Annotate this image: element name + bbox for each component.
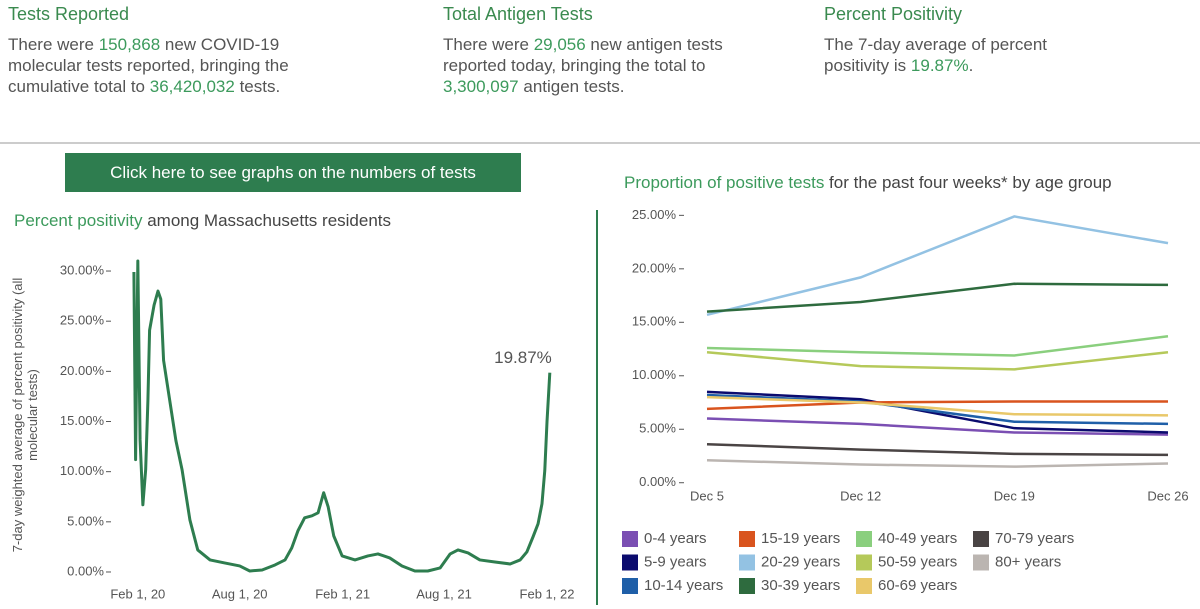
- y-tick-label: 10.00%: [60, 463, 105, 478]
- stat-number: 29,056: [533, 35, 586, 54]
- legend-swatch: [973, 531, 989, 547]
- x-tick-label: Dec 12: [840, 488, 881, 503]
- x-tick-label: Feb 1, 20: [110, 586, 165, 601]
- title-part: Percent positivity: [14, 211, 143, 230]
- title-part: for the past four weeks* by age group: [824, 173, 1111, 192]
- legend-label: 10-14 years: [644, 577, 723, 594]
- series-line: [706, 459, 1169, 468]
- stat-number: 19.87%: [910, 56, 969, 75]
- legend-swatch: [856, 554, 872, 571]
- legend-swatch: [856, 578, 872, 594]
- y-tick-label: 30.00%: [60, 262, 105, 277]
- series-line: [706, 390, 1169, 434]
- stat-number: 36,420,032: [149, 77, 235, 96]
- x-tick-label: Feb 1, 21: [315, 586, 370, 601]
- legend-label: 60-69 years: [878, 577, 957, 594]
- stat-title: Tests Reported: [8, 4, 130, 24]
- series-line: [706, 282, 1169, 313]
- series-line: [706, 393, 1169, 426]
- stat-body: The 7-day average of percent positivity …: [824, 34, 1104, 76]
- legend-label: 70-79 years: [995, 530, 1074, 547]
- stat-text: The 7-day average of percent positivity …: [824, 35, 1048, 75]
- title-part: Proportion of positive tests: [624, 173, 824, 192]
- legend-label: 0-4 years: [644, 530, 707, 547]
- y-tick-label: 15.00%: [60, 413, 105, 428]
- stat-body: There were 29,056 new antigen tests repo…: [443, 34, 743, 97]
- stat-text: .: [968, 56, 974, 75]
- stat: Percent Positivity The 7-day average of p…: [824, 4, 1104, 76]
- annotation: 19.87%: [494, 348, 552, 367]
- legend-swatch: [739, 531, 755, 547]
- legend-label: 15-19 years: [761, 530, 840, 547]
- stat-number: 3,300,097: [443, 77, 519, 96]
- y-tick-label: 5.00%: [67, 513, 104, 528]
- stat-body: There were 150,868 new COVID-19 molecula…: [8, 34, 328, 97]
- y-tick-label: 10.00%: [632, 367, 677, 382]
- legend-label: 80+ years: [995, 553, 1061, 570]
- legend-label: 20-29 years: [761, 553, 840, 570]
- legend-swatch: [739, 578, 755, 594]
- legend-swatch: [622, 578, 638, 594]
- chart-title: Percent positivity among Massachusetts r…: [14, 211, 391, 230]
- stat-text: new COVID-19 molecular tests reported, b…: [8, 35, 289, 96]
- stat: Tests Reported There were 150,868 new COV…: [8, 4, 328, 97]
- series-line: [706, 417, 1169, 436]
- series-line: [706, 334, 1169, 357]
- chart-title: Proportion of positive tests for the pas…: [624, 173, 1112, 192]
- y-tick-label: 20.00%: [632, 260, 677, 275]
- stat-title: Total Antigen Tests: [443, 4, 593, 24]
- legend-label: 5-9 years: [644, 553, 707, 570]
- graphs-button[interactable]: Click here to see graphs on the numbers …: [65, 153, 521, 192]
- stat-number: 150,868: [98, 35, 161, 54]
- x-tick-label: Dec 26: [1147, 488, 1188, 503]
- y-tick-label: 5.00%: [639, 421, 676, 436]
- stat-text: There were: [443, 35, 534, 54]
- legend-swatch: [622, 554, 638, 571]
- x-tick-label: Feb 1, 22: [520, 586, 575, 601]
- legend-label: 40-49 years: [878, 530, 957, 547]
- y-tick-label: 20.00%: [60, 363, 105, 378]
- y-tick-label: 0.00%: [67, 563, 104, 578]
- x-tick-label: Aug 1, 21: [416, 586, 472, 601]
- legend-label: 50-59 years: [878, 553, 957, 570]
- stat-text: new antigen tests reported today, bringi…: [443, 35, 723, 75]
- legend-swatch: [622, 531, 638, 547]
- line: [132, 259, 552, 573]
- stat: Total Antigen Tests There were 29,056 new…: [443, 4, 743, 97]
- y-tick-label: 25.00%: [60, 313, 105, 328]
- y-tick-label: 0.00%: [639, 474, 676, 489]
- legend-swatch: [856, 531, 872, 547]
- series-line: [706, 215, 1169, 317]
- legend-swatch: [973, 554, 989, 571]
- x-tick-label: Dec 19: [994, 488, 1035, 503]
- stat-text: antigen tests.: [518, 77, 625, 96]
- series-line: [706, 442, 1169, 457]
- series-line: [706, 395, 1169, 417]
- legend-label: 30-39 years: [761, 577, 840, 594]
- series-line: [706, 400, 1168, 411]
- stat-text: There were: [8, 35, 99, 54]
- legend-swatch: [739, 554, 755, 571]
- x-tick-label: Aug 1, 20: [212, 586, 268, 601]
- stat-text: tests.: [234, 77, 281, 96]
- title-part: among Massachusetts residents: [143, 211, 392, 230]
- y-tick-label: 15.00%: [632, 314, 677, 329]
- x-tick-label: Dec 5: [690, 488, 724, 503]
- series-line: [706, 350, 1169, 371]
- stat-title: Percent Positivity: [824, 4, 963, 24]
- y-tick-label: 25.00%: [632, 207, 677, 222]
